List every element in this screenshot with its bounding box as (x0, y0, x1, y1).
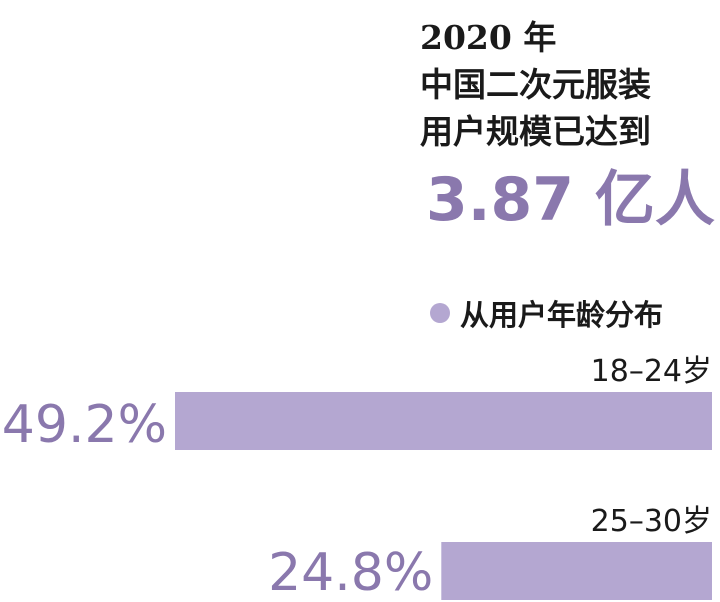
value-label-2: 24.8% (268, 543, 433, 602)
category-label-2: 25–30岁 (591, 504, 712, 539)
bar-2 (441, 542, 712, 600)
category-label-1: 18–24岁 (591, 354, 712, 389)
headline-predicate: 用户规模已达到 (420, 112, 651, 151)
legend-label: 从用户年龄分布 (460, 298, 664, 332)
chart-legend: 从用户年龄分布 (430, 292, 663, 334)
value-label-1: 49.2% (2, 395, 167, 455)
bar-1 (175, 392, 712, 450)
headline: 2020 年 中国二次元服装 用户规模已达到 (420, 14, 710, 155)
user-scale-value: 3.87 亿人 (426, 165, 715, 235)
headline-year: 2020 年 (420, 18, 557, 57)
headline-subject: 中国二次元服装 (420, 65, 651, 104)
legend-dot-icon (430, 303, 450, 323)
